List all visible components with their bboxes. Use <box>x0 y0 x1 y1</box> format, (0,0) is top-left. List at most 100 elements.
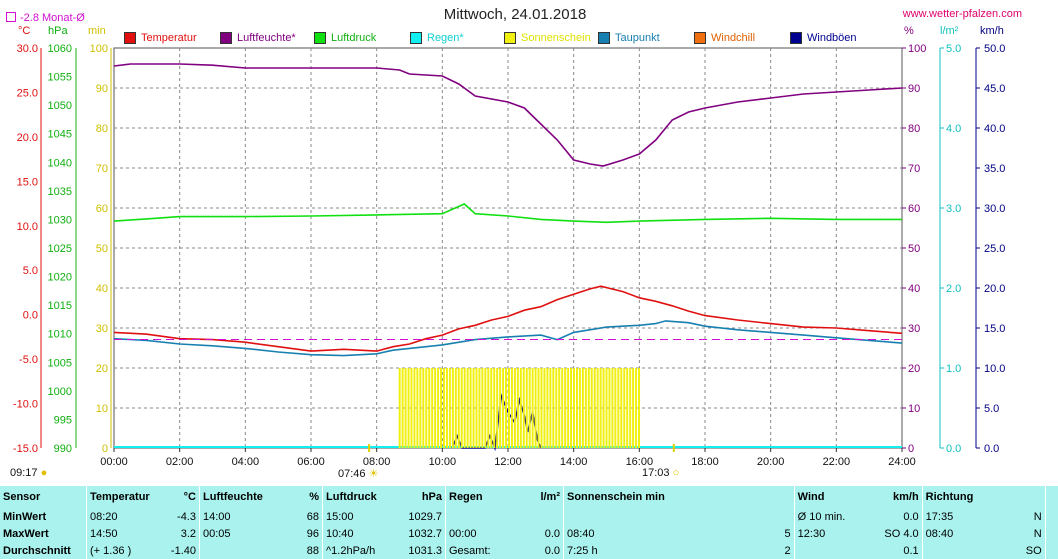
sunshine-bar <box>398 368 401 448</box>
sunshine-bar <box>608 368 611 448</box>
legend-swatch <box>410 32 422 44</box>
pressure-tick-label: 1020 <box>48 272 72 284</box>
sunshine-bar <box>570 368 573 448</box>
sunshine-bar <box>558 368 561 448</box>
rain-tick-label: 4.0 <box>946 123 961 135</box>
sunshine-bar <box>451 368 454 448</box>
sunrise-time: 07:46 ☀ <box>338 468 379 480</box>
rain-unit-label: l/m² <box>940 25 959 37</box>
legend-swatch <box>790 32 802 44</box>
sunshine-bar <box>454 368 457 448</box>
pressure-tick-label: 1000 <box>48 386 72 398</box>
sunshine-bar <box>555 368 558 448</box>
stats-header-row: Sensor Temperatur °C Luftfeuchte % Luftd… <box>0 486 1058 509</box>
legend-sonnenschein: Sonnenschein <box>504 32 591 44</box>
minutes-tick-label: 60 <box>96 203 108 215</box>
sunshine-bar <box>416 368 419 448</box>
x-tick-label: 10:00 <box>429 456 457 468</box>
sunshine-bar <box>413 368 416 448</box>
minutes-tick-label: 80 <box>96 123 108 135</box>
stats-row-avg: Durchschnitt (+ 1.36 ) -1.40 88 ^1.2hPa/… <box>0 542 1058 559</box>
series-taupunkt <box>113 320 903 357</box>
sunshine-bar <box>519 368 522 448</box>
legend-regen: Regen* <box>410 32 464 44</box>
sunshine-bar <box>623 368 626 448</box>
humidity-unit-label: % <box>904 25 914 37</box>
x-tick-label: 20:00 <box>757 456 785 468</box>
sunshine-bar <box>481 368 484 448</box>
sunshine-bar <box>410 368 413 448</box>
temp-tick-label: 25.0 <box>17 87 38 99</box>
temp-tick-label: 15.0 <box>17 176 38 188</box>
sunshine-bar <box>587 368 590 448</box>
sunshine-bar <box>635 368 638 448</box>
legend-swatch <box>504 32 516 44</box>
sunshine-bar <box>445 368 448 448</box>
pressure-tick-label: 1015 <box>48 300 72 312</box>
sunshine-bar <box>448 368 451 448</box>
sunshine-bar <box>516 368 519 448</box>
sunshine-bar <box>614 368 617 448</box>
temp-tick-label: 5.0 <box>23 265 38 277</box>
wind-tick-label: 5.0 <box>984 403 999 415</box>
legend-swatch <box>124 32 136 44</box>
pressure-tick-label: 1055 <box>48 72 72 84</box>
pressure-tick-label: 1010 <box>48 329 72 341</box>
rain-tick-label: 2.0 <box>946 283 961 295</box>
sunshine-bar <box>617 368 620 448</box>
sunshine-bar <box>478 368 481 448</box>
legend-luftdruck: Luftdruck <box>314 32 376 44</box>
temp-tick-label: -10.0 <box>13 399 38 411</box>
pressure-tick-label: 1005 <box>48 357 72 369</box>
sunshine-bar <box>460 368 463 448</box>
sunshine-bar <box>561 368 564 448</box>
sunshine-bar <box>546 368 549 448</box>
legend-swatch <box>598 32 610 44</box>
x-tick-label: 06:00 <box>297 456 325 468</box>
stats-table: Sensor Temperatur °C Luftfeuchte % Luftd… <box>0 486 1058 559</box>
sunshine-bar <box>475 368 478 448</box>
humidity-tick-label: 80 <box>908 123 920 135</box>
stats-row-max: MaxWert 14:50 3.2 00:05 96 10:40 1032.7 … <box>0 525 1058 543</box>
sunshine-bar <box>510 368 513 448</box>
sunshine-bar <box>404 368 407 448</box>
wind-tick-label: 0.0 <box>984 443 999 455</box>
wind-tick-label: 35.0 <box>984 163 1005 175</box>
series-temperatur <box>113 285 903 352</box>
minutes-tick-label: 30 <box>96 323 108 335</box>
sunshine-bar <box>573 368 576 448</box>
sunshine-bar <box>484 368 487 448</box>
wind-tick-label: 20.0 <box>984 283 1005 295</box>
sunshine-bar <box>596 368 599 448</box>
x-tick-label: 08:00 <box>363 456 391 468</box>
sunshine-bar <box>543 368 546 448</box>
series-luftfeuchte <box>113 63 903 167</box>
temp-unit-label: °C <box>18 25 31 37</box>
sunshine-bar <box>442 368 445 448</box>
website-link[interactable]: www.wetter-pfalzen.com <box>902 8 1022 20</box>
sunshine-bar <box>575 368 578 448</box>
sunshine-bar <box>457 368 460 448</box>
humidity-tick-label: 70 <box>908 163 920 175</box>
series-luftdruck <box>113 203 902 224</box>
humidity-tick-label: 40 <box>908 283 920 295</box>
x-tick-label: 22:00 <box>823 456 851 468</box>
pressure-tick-label: 1045 <box>48 129 72 141</box>
legend-windchill: Windchill <box>694 32 755 44</box>
sunshine-bar <box>508 368 510 448</box>
sunshine-bar <box>605 368 608 448</box>
minutes-tick-label: 100 <box>90 43 108 55</box>
pressure-tick-label: 1060 <box>48 43 72 55</box>
sunshine-bar <box>499 368 502 448</box>
wind-unit-label: km/h <box>980 25 1004 37</box>
sunshine-bar <box>549 368 552 448</box>
chart-title: Mittwoch, 24.01.2018 <box>443 6 587 23</box>
temp-tick-label: 10.0 <box>17 221 38 233</box>
wind-tick-label: 15.0 <box>984 323 1005 335</box>
temp-tick-label: -5.0 <box>19 354 38 366</box>
sunshine-bar <box>534 368 537 448</box>
sunshine-bar <box>638 368 641 448</box>
legend-temperatur: Temperatur <box>124 32 197 44</box>
sunshine-bar <box>428 368 431 448</box>
sunshine-bar <box>599 368 602 448</box>
